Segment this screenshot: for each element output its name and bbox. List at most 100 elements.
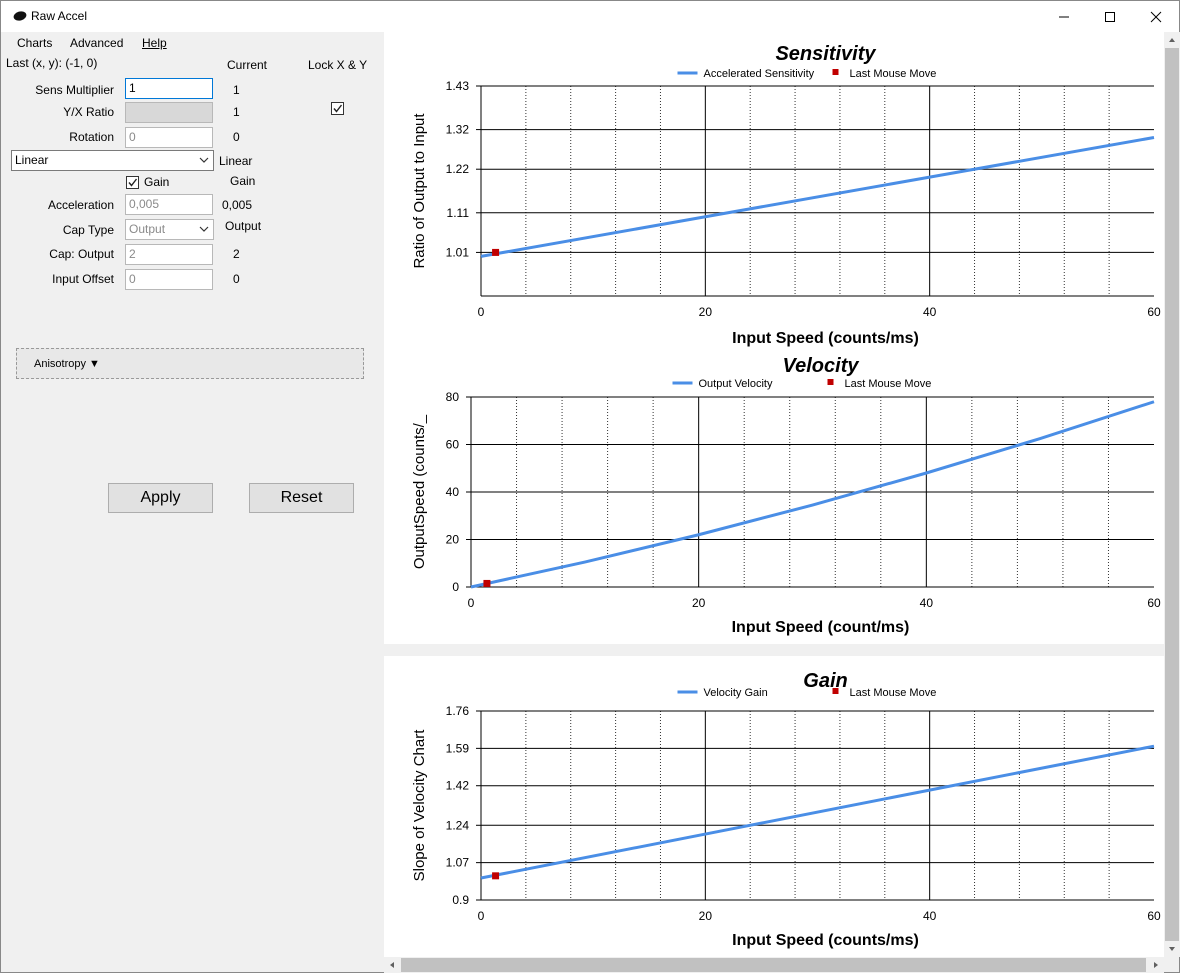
menu-charts[interactable]: Charts — [17, 36, 53, 50]
chart2-legend-marker-swatch — [827, 379, 834, 385]
anisotropy-label: Anisotropy ▼ — [34, 358, 100, 370]
chart1-xtick-label: 20 — [699, 305, 713, 319]
chart2-ytick-label: 80 — [446, 390, 460, 404]
apply-button[interactable]: Apply — [108, 483, 213, 513]
rotation-input[interactable]: 0 — [125, 127, 213, 148]
close-icon — [1150, 11, 1162, 22]
chart1-title: Sensitivity — [775, 43, 876, 65]
chart1-ytick-label: 1.22 — [446, 162, 470, 176]
minimize-icon — [1059, 16, 1069, 17]
rotation-label: Rotation — [69, 130, 114, 144]
horizontal-scroll-thumb[interactable] — [401, 958, 1146, 972]
chart1-legend-marker-swatch — [832, 69, 839, 75]
window-title: Raw Accel — [31, 9, 88, 23]
chart3-legend-marker-swatch — [832, 688, 839, 694]
sens-current: 1 — [233, 83, 240, 97]
accel-type-select[interactable]: Linear — [11, 150, 214, 171]
lock-xy-checkbox[interactable] — [331, 102, 344, 115]
checkmark-icon — [333, 104, 343, 113]
last-xy-label: Last (x, y): (-1, 0) — [6, 56, 98, 70]
menu-bar: Charts Advanced Help — [1, 32, 384, 54]
yx-ratio-input[interactable] — [125, 102, 213, 123]
sens-label: Sens Multiplier — [35, 83, 114, 97]
chart1-legend-last-move: Last Mouse Move — [850, 68, 937, 80]
chart3-ytick-label: 1.59 — [446, 741, 470, 755]
title-bar[interactable]: Raw Accel — [1, 1, 1179, 32]
chart3-xtick-label: 60 — [1147, 909, 1161, 923]
yx-ratio-current: 1 — [233, 105, 240, 119]
chart2-ytick-label: 0 — [452, 580, 459, 594]
chart1-last-move-point — [492, 248, 500, 256]
current-header: Current — [227, 58, 268, 72]
minimize-button[interactable] — [1041, 1, 1087, 32]
cap-output-current: 2 — [233, 247, 240, 261]
reset-button[interactable]: Reset — [249, 483, 354, 513]
mouse-icon — [13, 11, 27, 21]
chart3-xtick-label: 0 — [478, 909, 485, 923]
chart3-xtick-label: 20 — [699, 909, 713, 923]
chart-panel-divider — [384, 644, 1164, 656]
chart3-xlabel: Input Speed (counts/ms) — [732, 932, 919, 949]
vertical-scroll-thumb[interactable] — [1165, 48, 1179, 941]
chart1-xtick-label: 0 — [478, 305, 485, 319]
cap-type-value: Output — [129, 222, 166, 236]
input-offset-current: 0 — [233, 272, 240, 286]
chart3-ytick-label: 1.07 — [446, 856, 470, 870]
maximize-icon — [1105, 11, 1115, 22]
chart2-title: Velocity — [783, 355, 860, 377]
scroll-right-icon[interactable] — [1148, 957, 1164, 973]
acceleration-label: Acceleration — [47, 198, 114, 212]
chart2-xtick-label: 40 — [920, 596, 934, 610]
chevron-down-icon — [199, 226, 209, 232]
cap-output-label: Cap: Output — [49, 247, 114, 261]
horizontal-scrollbar[interactable] — [384, 957, 1164, 973]
scroll-up-icon[interactable] — [1164, 32, 1180, 48]
checkmark-icon — [128, 178, 138, 187]
chart3-series-line — [480, 744, 1155, 880]
gain-checkbox[interactable] — [126, 176, 139, 189]
cap-type-label: Cap Type — [62, 223, 114, 237]
chart1-legend-series: Accelerated Sensitivity — [704, 68, 815, 80]
chart1-ytick-label: 1.01 — [446, 245, 470, 259]
menu-advanced[interactable]: Advanced — [70, 36, 124, 50]
chart-panel-top — [384, 32, 1164, 644]
anisotropy-toggle[interactable]: Anisotropy ▼ — [16, 348, 364, 379]
chart3-legend-series: Velocity Gain — [704, 687, 768, 699]
cap-type-select[interactable]: Output — [125, 219, 214, 240]
chart-panel-bottom — [384, 656, 1164, 957]
chart3-ytick-label: 1.76 — [446, 704, 470, 718]
scroll-down-icon[interactable] — [1164, 941, 1180, 957]
chart2-last-move-point — [483, 579, 491, 587]
cap-output-input[interactable]: 2 — [125, 244, 213, 265]
chart3-title: Gain — [803, 670, 847, 692]
menu-help[interactable]: Help — [142, 36, 167, 50]
lock-header: Lock X & Y — [308, 58, 368, 72]
chart1-xtick-label: 40 — [923, 305, 937, 319]
input-offset-input[interactable]: 0 — [125, 269, 213, 290]
acceleration-input[interactable]: 0,005 — [125, 194, 213, 215]
close-button[interactable] — [1133, 1, 1179, 32]
chart3-ylabel: Slope of Velocity Chart — [411, 729, 428, 882]
chart3-ytick-label: 1.42 — [446, 779, 470, 793]
chart2-xtick-label: 60 — [1147, 596, 1161, 610]
yx-ratio-label: Y/X Ratio — [63, 105, 114, 119]
vertical-scrollbar[interactable] — [1164, 32, 1180, 957]
charts-canvas: 1.01 1.11 1.22 1.32 1.43 0 20 40 60 Sensitivity In… — [384, 32, 1164, 957]
chart2-ytick-label: 60 — [446, 438, 460, 452]
chart2-legend-series: Output Velocity — [699, 378, 773, 390]
gain-current: Gain — [230, 174, 256, 188]
accel-type-value: Linear — [15, 153, 49, 167]
chart2-ytick-label: 40 — [446, 485, 460, 499]
sens-input[interactable]: 1 — [125, 78, 213, 99]
chart1-xlabel: Input Speed (counts/ms) — [732, 330, 919, 347]
chart1-xtick-label: 60 — [1147, 305, 1161, 319]
scroll-left-icon[interactable] — [384, 957, 400, 973]
chart1-series-line — [480, 136, 1155, 258]
rotation-current: 0 — [233, 130, 240, 144]
chart1-ytick-label: 1.32 — [446, 123, 470, 137]
maximize-button[interactable] — [1087, 1, 1133, 32]
cap-type-current: Output — [225, 219, 262, 233]
chart2-legend-last-move: Last Mouse Move — [845, 378, 932, 390]
chart1-ytick-label: 1.43 — [446, 79, 470, 93]
